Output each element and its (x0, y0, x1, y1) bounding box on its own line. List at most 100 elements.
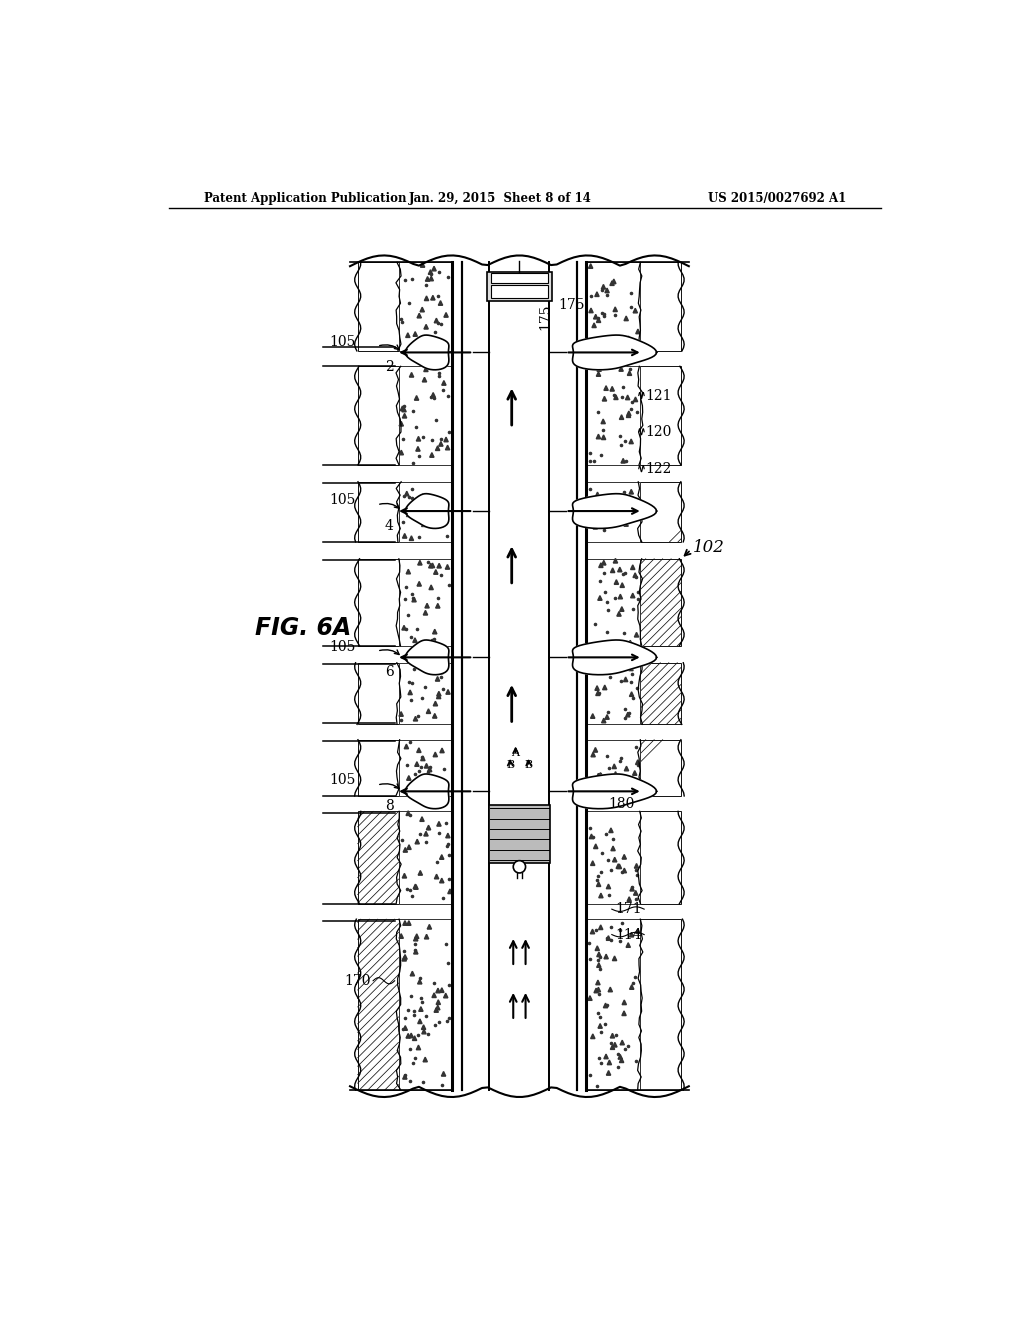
Bar (587, 812, 640, 904)
Point (424, 429, 440, 450)
Polygon shape (622, 1011, 627, 1015)
Point (592, 946, 608, 968)
Point (596, 513, 612, 535)
Bar (587, 663, 640, 725)
Bar (357, 919, 398, 1090)
Point (439, 1010, 456, 1031)
Point (403, 627, 420, 648)
Polygon shape (437, 564, 441, 568)
Point (427, 499, 443, 520)
Polygon shape (431, 392, 435, 397)
Polygon shape (629, 490, 634, 494)
Bar (640, 663, 681, 725)
Point (599, 599, 615, 620)
Polygon shape (435, 1006, 440, 1010)
Polygon shape (598, 595, 602, 601)
Point (419, 498, 435, 519)
Point (438, 812, 455, 833)
Polygon shape (438, 301, 442, 305)
Polygon shape (403, 847, 408, 853)
Polygon shape (596, 987, 600, 991)
Point (630, 755, 646, 776)
Polygon shape (626, 395, 630, 400)
Point (430, 587, 446, 609)
Point (616, 708, 633, 729)
Polygon shape (601, 436, 606, 440)
Polygon shape (407, 845, 412, 849)
Polygon shape (403, 1026, 408, 1031)
Point (395, 512, 412, 533)
Polygon shape (417, 437, 421, 441)
Polygon shape (599, 925, 603, 929)
Point (401, 879, 418, 900)
Point (431, 362, 447, 383)
Bar (487, 272, 552, 301)
Polygon shape (602, 396, 606, 401)
Polygon shape (601, 418, 605, 424)
Point (623, 358, 639, 379)
Polygon shape (610, 1034, 614, 1038)
Point (603, 929, 620, 950)
Point (625, 972, 641, 993)
Point (441, 1007, 458, 1028)
Polygon shape (436, 989, 440, 993)
Polygon shape (628, 640, 633, 645)
Point (408, 416, 424, 437)
Polygon shape (432, 267, 436, 271)
Polygon shape (591, 752, 595, 756)
Point (440, 421, 457, 442)
Polygon shape (410, 372, 414, 378)
Polygon shape (635, 503, 639, 507)
Text: 122: 122 (645, 462, 672, 475)
Point (617, 562, 634, 583)
Polygon shape (407, 512, 411, 516)
Point (593, 862, 609, 883)
Point (611, 919, 628, 940)
Point (404, 1052, 421, 1073)
Point (599, 746, 615, 767)
Polygon shape (598, 1023, 602, 1028)
Polygon shape (630, 507, 634, 511)
Point (628, 566, 644, 587)
Point (604, 829, 621, 850)
Point (590, 401, 606, 422)
Bar (357, 263, 398, 351)
Point (596, 562, 612, 583)
Polygon shape (613, 395, 618, 400)
Polygon shape (634, 891, 638, 895)
Polygon shape (613, 308, 617, 312)
Point (397, 1007, 414, 1028)
Point (625, 598, 641, 619)
Point (582, 450, 598, 471)
Polygon shape (407, 776, 411, 780)
Point (431, 822, 447, 843)
Polygon shape (426, 709, 431, 713)
Point (435, 678, 452, 700)
Polygon shape (428, 767, 432, 772)
Point (404, 451, 421, 473)
Point (598, 591, 614, 612)
Polygon shape (631, 593, 635, 598)
Point (596, 304, 612, 325)
Polygon shape (617, 568, 622, 572)
Text: Jan. 29, 2015  Sheet 8 of 14: Jan. 29, 2015 Sheet 8 of 14 (409, 191, 592, 205)
Bar (357, 739, 398, 796)
Polygon shape (413, 500, 418, 504)
Point (439, 833, 456, 854)
Polygon shape (624, 521, 629, 527)
Polygon shape (432, 714, 437, 718)
Polygon shape (594, 989, 598, 993)
Polygon shape (402, 413, 407, 418)
Point (423, 264, 439, 285)
Polygon shape (613, 558, 617, 564)
Polygon shape (595, 946, 599, 950)
Point (592, 1007, 608, 1028)
Polygon shape (598, 775, 602, 779)
Polygon shape (604, 1055, 608, 1059)
Text: 171: 171 (615, 902, 642, 916)
Point (589, 870, 605, 891)
Point (611, 931, 628, 952)
Polygon shape (443, 993, 447, 998)
Bar (587, 919, 640, 1090)
Point (401, 731, 418, 752)
